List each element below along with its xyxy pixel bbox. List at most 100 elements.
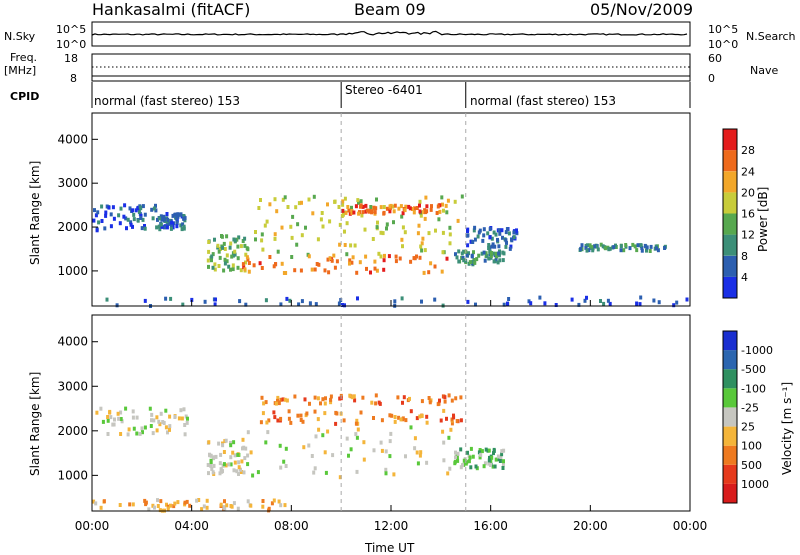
power-cell	[606, 298, 610, 303]
power-cell	[504, 244, 508, 249]
power-cell	[420, 241, 424, 246]
power-cell	[359, 199, 363, 204]
velocity-ytick-label: 1000	[57, 468, 88, 482]
velocity-cell	[438, 398, 441, 403]
power-cell	[139, 205, 143, 210]
power-cell	[265, 219, 269, 224]
power-cell	[338, 242, 342, 247]
power-cell	[490, 236, 494, 241]
power-cell	[483, 258, 487, 263]
power-cell	[243, 267, 247, 272]
power-cell	[280, 261, 284, 266]
power-cell	[109, 212, 113, 217]
power-cell	[482, 250, 486, 255]
velocity-cell	[355, 469, 359, 474]
power-cell	[472, 228, 476, 233]
velocity-cell	[324, 470, 328, 475]
velocity-cell	[246, 430, 250, 435]
velocity-cell	[427, 396, 431, 400]
velocity-cell	[155, 428, 159, 433]
power-cell	[498, 249, 501, 254]
velocity-cell	[499, 456, 503, 460]
velocity-cell	[223, 499, 226, 504]
power-cell	[356, 198, 360, 203]
power-cell	[213, 237, 216, 242]
velocity-cell	[106, 418, 110, 423]
velocity-cell	[186, 416, 189, 421]
power-cell	[415, 206, 419, 210]
power-cell	[236, 256, 240, 261]
power-ylabel: Slant Range [km]	[28, 160, 42, 265]
velocity-cell	[474, 464, 478, 469]
power-cell	[376, 220, 379, 225]
power-cell	[538, 295, 542, 300]
velocity-cell	[272, 498, 276, 503]
power-cell	[314, 302, 318, 307]
velocity-cell	[127, 427, 131, 432]
power-cell	[497, 244, 501, 249]
velocity-cell	[313, 466, 317, 471]
velocity-cell	[233, 460, 237, 465]
power-cell	[317, 262, 321, 267]
velocity-cell	[166, 506, 170, 511]
power-cell	[93, 208, 96, 213]
velocity-cell	[293, 394, 297, 399]
velocity-cell	[323, 450, 327, 455]
power-cell	[350, 205, 353, 210]
nsky-scale-bottom: 10^0	[56, 38, 87, 51]
velocity-colorbar-tick: 500	[741, 459, 762, 472]
velocity-cell	[401, 416, 405, 421]
velocity-cell	[182, 407, 186, 412]
power-colorbar-swatch	[723, 255, 737, 277]
velocity-cell	[447, 435, 451, 440]
freq-unit: [MHz]	[4, 64, 37, 77]
power-cell	[440, 195, 444, 200]
power-cell	[425, 209, 429, 214]
power-colorbar-swatch	[723, 234, 737, 256]
velocity-cell	[135, 431, 139, 436]
velocity-cell	[279, 503, 283, 508]
velocity-cell	[227, 462, 231, 467]
velocity-cell	[450, 398, 454, 403]
power-cell	[663, 246, 667, 250]
velocity-cell	[502, 459, 505, 464]
velocity-cell	[425, 414, 429, 419]
velocity-cell	[168, 424, 172, 429]
power-cell	[501, 250, 505, 255]
power-cell	[157, 224, 161, 229]
power-cell	[413, 206, 416, 211]
power-cell	[471, 259, 475, 264]
velocity-colorbar-swatch	[723, 464, 737, 484]
power-cell	[591, 248, 595, 253]
velocity-cell	[316, 396, 320, 401]
velocity-cell	[278, 443, 282, 448]
power-cell	[505, 240, 508, 245]
power-colorbar-label: Power [dB]	[756, 186, 770, 252]
power-cell	[244, 260, 247, 265]
velocity-cell	[289, 420, 293, 425]
velocity-cell	[147, 507, 151, 512]
power-cell	[333, 265, 337, 270]
velocity-cell	[500, 452, 504, 457]
power-cell	[472, 250, 475, 255]
power-colorbar-tick: 28	[741, 144, 755, 157]
freq-bottom: 8	[70, 72, 77, 85]
power-cell	[635, 301, 639, 306]
velocity-cell	[229, 455, 233, 460]
velocity-cell	[493, 464, 497, 469]
velocity-cell	[177, 416, 181, 421]
power-cell	[279, 302, 283, 307]
cpid-panel	[91, 82, 691, 108]
power-cell	[493, 244, 497, 249]
velocity-cell	[361, 395, 365, 400]
velocity-cell	[95, 410, 99, 415]
power-cell	[577, 302, 581, 307]
velocity-cell	[443, 399, 447, 404]
velocity-cell	[239, 467, 242, 472]
power-cell	[628, 246, 632, 251]
velocity-cell	[388, 454, 392, 459]
power-cell	[126, 217, 130, 222]
power-cell	[236, 265, 240, 270]
power-cell	[473, 225, 477, 230]
velocity-cell	[399, 417, 403, 422]
